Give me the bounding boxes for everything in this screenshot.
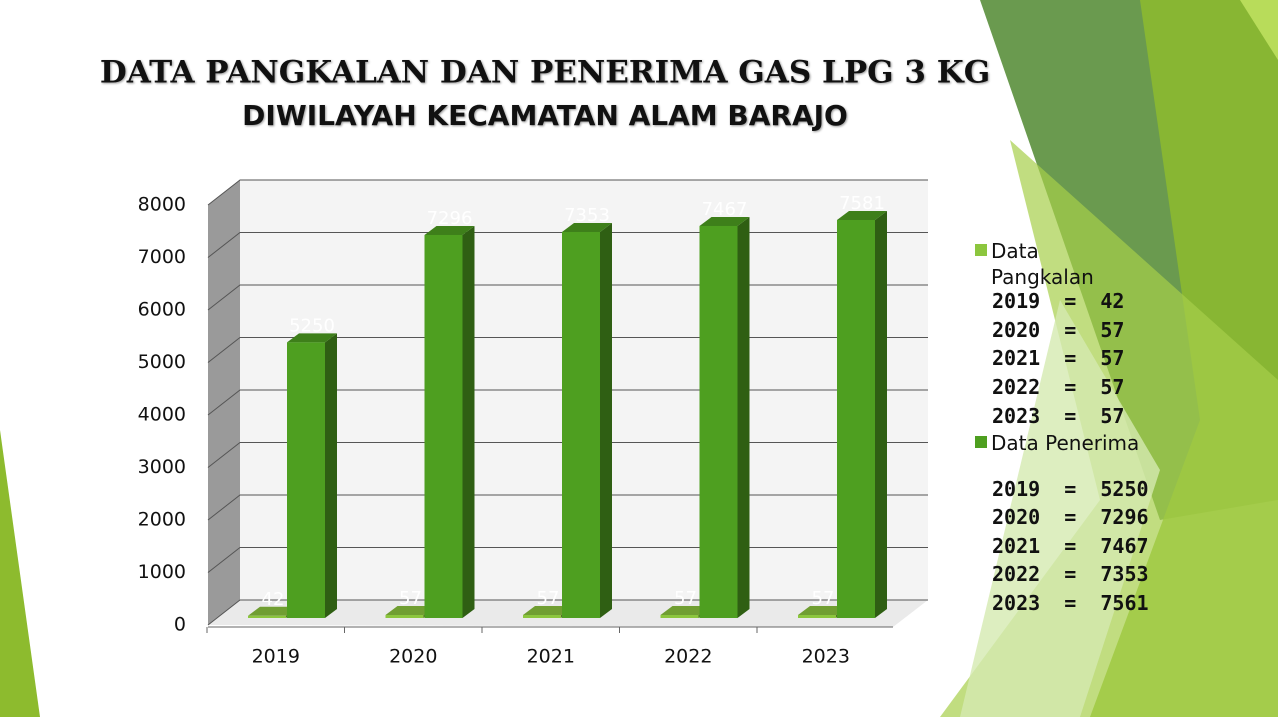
grid-line bbox=[207, 547, 928, 573]
annotation: 2021 = 57 bbox=[992, 346, 1125, 370]
grid-line bbox=[207, 232, 928, 258]
y-tick-label: 5000 bbox=[138, 351, 186, 373]
annotation: 2020 = 7296 bbox=[992, 505, 1149, 529]
annotation: 2020 = 57 bbox=[992, 318, 1125, 342]
value-label: 5250 bbox=[289, 315, 335, 336]
bar-top bbox=[562, 222, 612, 232]
x-tick-label: 2019 bbox=[252, 646, 300, 668]
bar bbox=[660, 615, 699, 618]
grid-line bbox=[207, 179, 928, 206]
bar-top bbox=[248, 606, 298, 616]
annotation: 2021 = 7467 bbox=[992, 534, 1149, 558]
bar-top bbox=[424, 225, 475, 235]
legend-swatch bbox=[975, 244, 987, 256]
value-label: 57 bbox=[399, 588, 422, 609]
y-tick-label: 4000 bbox=[138, 404, 186, 426]
y-tick-label: 8000 bbox=[138, 194, 186, 216]
bar bbox=[385, 615, 424, 618]
bar bbox=[523, 615, 561, 618]
x-tick-label: 2023 bbox=[802, 646, 850, 668]
value-label: 57 bbox=[674, 588, 697, 609]
bar bbox=[424, 234, 463, 618]
bar bbox=[562, 231, 600, 618]
value-label: 7353 bbox=[564, 205, 610, 226]
annotation: 2023 = 57 bbox=[992, 404, 1125, 428]
grid-line bbox=[207, 494, 928, 521]
y-tick-label: 3000 bbox=[138, 456, 186, 478]
grid-line bbox=[207, 389, 928, 416]
y-tick-label: 0 bbox=[174, 614, 186, 636]
bar-side bbox=[325, 333, 337, 618]
annotation: 2019 = 5250 bbox=[992, 477, 1149, 501]
legend-label: Data Penerima bbox=[991, 431, 1140, 455]
bar-top bbox=[287, 333, 337, 343]
value-label: 7296 bbox=[427, 208, 473, 229]
bar bbox=[837, 219, 875, 618]
y-tick-label: 1000 bbox=[138, 561, 186, 583]
bar bbox=[798, 615, 836, 618]
bar-top bbox=[523, 606, 573, 616]
bar bbox=[287, 342, 325, 618]
annotation: 2023 = 7561 bbox=[992, 591, 1149, 615]
value-label: 42 bbox=[262, 589, 285, 610]
chart-title: DATA PANGKALAN DAN PENERIMA GAS LPG 3 KG bbox=[100, 55, 990, 91]
annotation: 2019 = 42 bbox=[992, 289, 1125, 313]
annotation: 2022 = 7353 bbox=[992, 562, 1149, 586]
bar-top bbox=[798, 606, 848, 616]
grid-line bbox=[207, 442, 928, 468]
bar-side bbox=[600, 222, 612, 618]
chart-subtitle: DIWILAYAH KECAMATAN ALAM BARAJO bbox=[242, 99, 848, 132]
legend-swatch bbox=[975, 436, 987, 448]
x-tick-label: 2021 bbox=[527, 646, 575, 668]
bar bbox=[699, 225, 738, 619]
y-tick-label: 6000 bbox=[138, 299, 186, 321]
bar-top bbox=[385, 606, 436, 616]
bar-top bbox=[699, 216, 750, 226]
y-tick-label: 2000 bbox=[138, 509, 186, 531]
x-tick-label: 2022 bbox=[664, 646, 712, 668]
legend-label: Data Pangkalan bbox=[991, 239, 1094, 289]
bar-side bbox=[737, 216, 750, 619]
grid-line bbox=[207, 599, 928, 626]
grid-line bbox=[207, 284, 928, 311]
y-tick-label: 7000 bbox=[138, 246, 186, 268]
bar-top bbox=[837, 210, 887, 220]
bar bbox=[248, 615, 286, 618]
bar-side bbox=[875, 210, 887, 618]
grid-line bbox=[207, 337, 928, 363]
value-label: 57 bbox=[537, 588, 560, 609]
value-label: 7581 bbox=[839, 193, 885, 214]
annotation: 2022 = 57 bbox=[992, 375, 1125, 399]
bar-side bbox=[462, 225, 475, 618]
value-label: 7467 bbox=[702, 199, 748, 220]
value-label: 57 bbox=[812, 588, 835, 609]
bar-top bbox=[660, 606, 711, 616]
x-tick-label: 2020 bbox=[389, 646, 437, 668]
